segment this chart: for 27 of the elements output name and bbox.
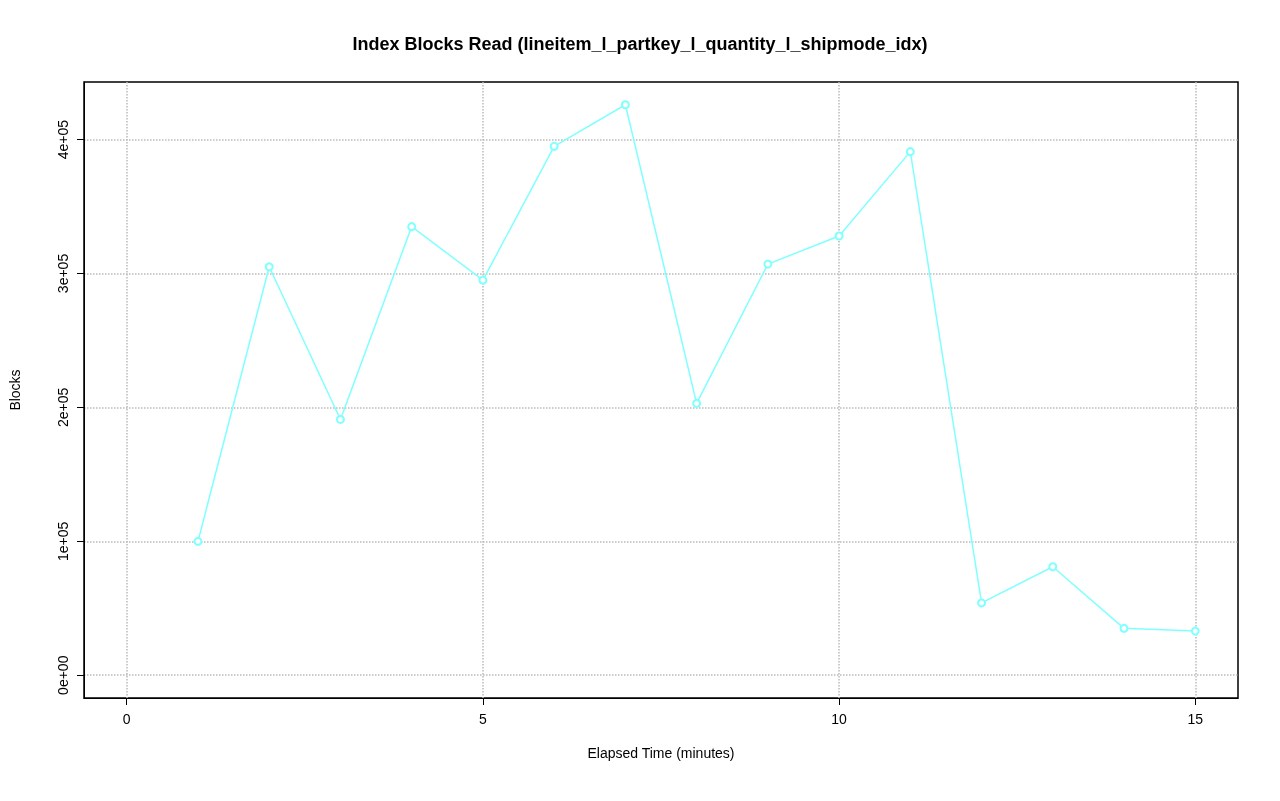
- x-tick-label: 5: [479, 711, 488, 727]
- point: [407, 222, 417, 232]
- point: [834, 231, 844, 241]
- y-axis-title: Blocks: [7, 369, 23, 411]
- x-tick-label: 0: [122, 711, 131, 727]
- y-tick-label: 4e+05: [55, 119, 71, 160]
- x-axis-title: Elapsed Time (minutes): [587, 745, 735, 761]
- chart-title: Index Blocks Read (lineitem_l_partkey_l_quantity_l_shipmode_idx): [352, 34, 928, 54]
- point: [264, 262, 274, 272]
- point: [1190, 626, 1200, 636]
- point: [1048, 562, 1058, 572]
- point: [549, 141, 559, 151]
- y-tick-label: 3e+05: [55, 253, 71, 294]
- x-tick-label: 10: [831, 711, 848, 727]
- x-tick-label: 15: [1187, 711, 1204, 727]
- point: [692, 398, 702, 408]
- point: [335, 414, 345, 424]
- y-tick-label: 1e+05: [55, 521, 71, 561]
- y-tick-label: 2e+05: [55, 387, 71, 428]
- point: [620, 100, 630, 110]
- point: [478, 275, 488, 285]
- point: [977, 598, 987, 608]
- point: [905, 147, 915, 157]
- point: [193, 536, 203, 546]
- point: [1119, 623, 1129, 633]
- point: [763, 259, 773, 269]
- y-tick-label: 0e+00: [55, 655, 71, 695]
